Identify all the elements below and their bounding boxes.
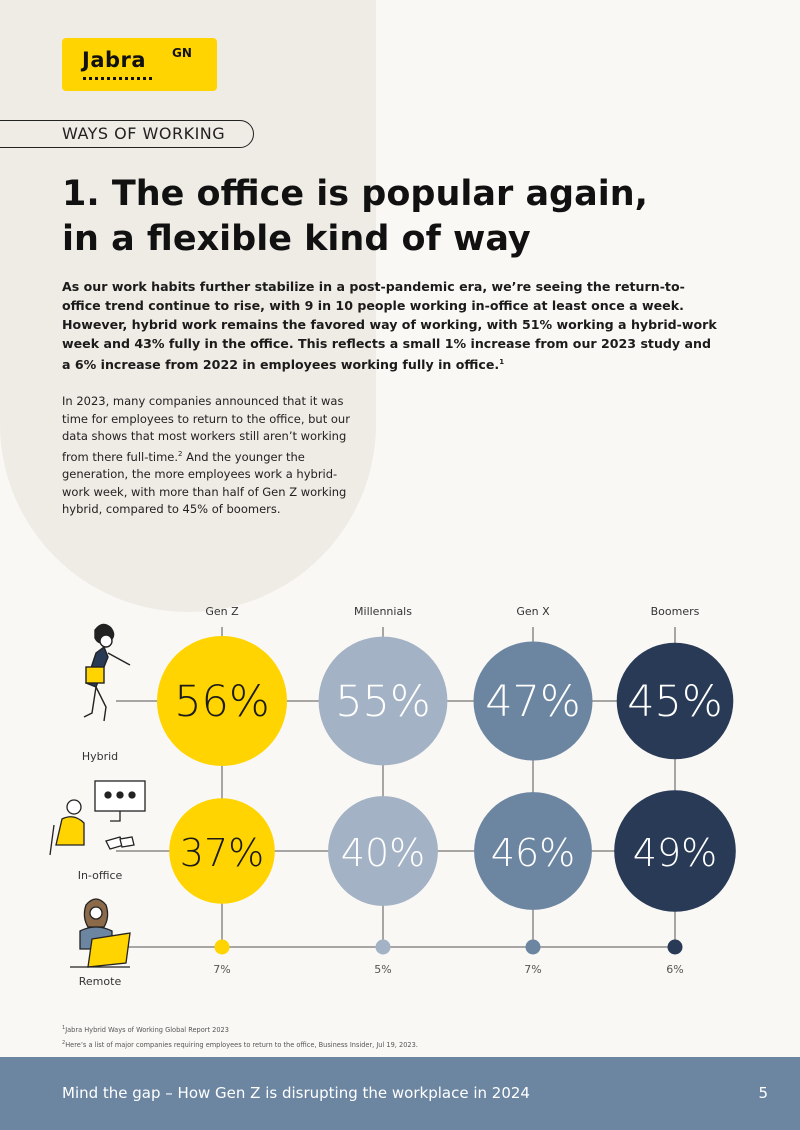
row-label-1: In-office (78, 869, 123, 882)
lead-paragraph: As our work habits further stabilize in … (62, 277, 722, 374)
column-header-2: Gen X (516, 605, 550, 618)
bubble-remote-2 (525, 939, 541, 955)
body-paragraph: In 2023, many companies announced that i… (62, 393, 362, 519)
footnote-1-text: Jabra Hybrid Ways of Working Global Repo… (65, 1026, 229, 1035)
column-header-0: Gen Z (205, 605, 239, 618)
bubble-hybrid-1 (318, 636, 448, 766)
bubble-hybrid-3 (616, 642, 734, 760)
remote-label-2: 7% (524, 963, 541, 976)
bubble-label-in-office-1: 40% (341, 831, 425, 875)
background-shape (0, 0, 376, 612)
bubble-in-office-1 (328, 796, 438, 906)
bubble-remote-1 (375, 939, 391, 955)
body-text-b: And the younger the generation, the more… (62, 449, 347, 517)
footnote-1-num: 1 (62, 1025, 66, 1031)
bubble-label-in-office-0: 37% (180, 831, 264, 875)
footnote-ref-1: 1 (499, 358, 505, 366)
chart-illustrations (49, 623, 146, 968)
footnote-ref-2: 2 (178, 449, 183, 458)
remote-label-0: 7% (213, 963, 230, 976)
remote-label-3: 6% (666, 963, 683, 976)
logo-text: Jabra (82, 48, 147, 72)
title-line-1: 1. The office is popular again, (62, 174, 648, 214)
bubble-label-in-office-2: 46% (491, 831, 575, 875)
chart-bubbles (157, 636, 736, 955)
office-meeting-icon (49, 780, 146, 856)
lead-text: As our work habits further stabilize in … (62, 279, 717, 373)
bubble-label-in-office-3: 49% (633, 831, 717, 875)
row-label-0: Hybrid (82, 750, 118, 763)
row-label-2: Remote (79, 975, 122, 988)
generation-work-chart: 56% 55% 47% 45% 37% 40% 46% 49% 7% 5% 7% 6% Gen Z Mil… (49, 605, 736, 988)
remote-label-1: 5% (374, 963, 391, 976)
page-footer: Mind the gap – How Gen Z is disrupting t… (0, 1057, 800, 1130)
title-line-2: in a flexible kind of way (62, 219, 531, 259)
logo-dots (83, 77, 155, 80)
bubble-in-office-2 (474, 792, 592, 910)
bubble-remote-3 (667, 939, 683, 955)
footer-title: Mind the gap – How Gen Z is disrupting t… (62, 1084, 530, 1102)
footnotes: 1Jabra Hybrid Ways of Working Global Rep… (62, 1022, 418, 1052)
column-header-3: Boomers (651, 605, 700, 618)
bubble-hybrid-0 (157, 636, 287, 766)
logo-suffix: GN (172, 46, 192, 60)
section-tag: WAYS OF WORKING (0, 120, 254, 148)
body-text-a: In 2023, many companies announced that i… (62, 394, 350, 464)
bubble-remote-0 (214, 939, 230, 955)
bubble-label-hybrid-0: 56% (174, 677, 270, 727)
bubble-label-hybrid-3: 45% (627, 677, 723, 727)
hybrid-person-icon (83, 623, 131, 722)
footnote-2-num: 2 (62, 1040, 66, 1047)
bubble-in-office-0 (169, 798, 275, 904)
footnote-2: 2Here’s a list of major companies requir… (62, 1037, 418, 1052)
bubble-hybrid-2 (473, 641, 593, 761)
bubble-label-hybrid-1: 55% (335, 677, 431, 727)
footnote-1: 1Jabra Hybrid Ways of Working Global Rep… (62, 1022, 418, 1037)
bubble-in-office-3 (614, 790, 736, 912)
page-number: 5 (758, 1084, 768, 1102)
footnote-2-text: Here’s a list of major companies requiri… (65, 1041, 418, 1050)
page-title: 1. The office is popular again, in a flex… (62, 172, 682, 262)
jabra-logo: Jabra GN (62, 38, 217, 91)
column-header-1: Millennials (354, 605, 412, 618)
bubble-label-hybrid-2: 47% (485, 677, 581, 727)
chart-labels: 56% 55% 47% 45% 37% 40% 46% 49% 7% 5% 7% 6% Gen Z Mil… (78, 605, 723, 988)
remote-worker-icon (70, 898, 131, 968)
